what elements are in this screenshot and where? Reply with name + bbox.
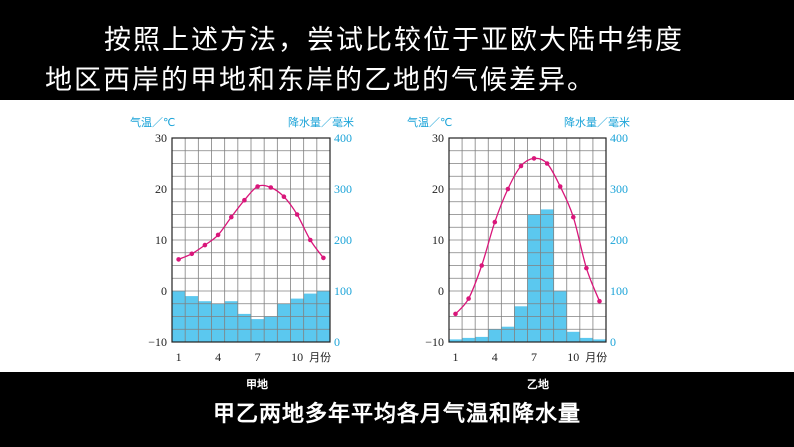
y-left-label-yi: 气温／℃ xyxy=(407,115,452,129)
precip-bar-yi xyxy=(592,339,606,342)
y-left-tick-yi: 0 xyxy=(438,284,444,298)
temperature-point-yi xyxy=(466,296,471,301)
y-right-tick-jia: 200 xyxy=(334,233,352,247)
temperature-point-yi xyxy=(479,263,485,268)
temperature-point-jia xyxy=(215,232,221,238)
temperature-point-yi xyxy=(492,219,498,225)
temperature-point-jia xyxy=(281,194,287,199)
y-left-tick-jia: 10 xyxy=(155,233,167,247)
y-left-tick-jia: 20 xyxy=(155,182,167,196)
y-left-label-jia: 气温／℃ xyxy=(130,115,175,129)
precip-bar-yi xyxy=(566,331,580,342)
temperature-point-yi xyxy=(597,298,602,304)
y-left-tick-yi: 30 xyxy=(432,131,444,145)
chart-caption-jia: 甲地 xyxy=(246,378,268,391)
precip-bar-jia xyxy=(303,293,317,342)
y-right-tick-jia: 100 xyxy=(334,284,352,298)
temperature-point-jia xyxy=(189,251,195,257)
temperature-point-jia xyxy=(294,212,300,217)
temperature-point-jia xyxy=(308,237,313,243)
y-right-label-jia: 降水量／毫米 xyxy=(288,115,354,129)
y-right-tick-jia: 0 xyxy=(334,335,340,349)
plot-frame-jia xyxy=(171,137,331,343)
x-tick-jia: 4 xyxy=(215,350,221,364)
temperature-point-jia xyxy=(268,185,274,190)
x-tick-yi: 7 xyxy=(531,350,537,364)
x-tick-jia: 7 xyxy=(255,350,261,364)
precip-bar-yi xyxy=(514,306,528,342)
heading-line-1: 按照上述方法，尝试比较位于亚欧大陆中纬度 xyxy=(104,25,684,56)
temperature-point-jia xyxy=(176,257,181,262)
x-tick-jia: 10 xyxy=(291,350,303,364)
precip-bar-yi xyxy=(488,329,502,343)
precip-bar-jia xyxy=(237,313,251,342)
y-right-tick-jia: 300 xyxy=(334,182,352,196)
heading: 按照上述方法，尝试比较位于亚欧大陆中纬度 地区西岸的甲地和东岸的乙地的气候差异。 xyxy=(0,0,794,100)
chart-caption-yi: 乙地 xyxy=(527,378,549,391)
temperature-point-yi xyxy=(557,184,563,189)
y-left-tick-yi: 10 xyxy=(432,233,444,247)
y-left-tick-jia: 0 xyxy=(161,284,167,298)
precip-bar-jia xyxy=(185,296,199,342)
temperature-point-yi xyxy=(518,163,524,169)
y-right-tick-yi: 300 xyxy=(610,182,628,196)
plot-frame-yi xyxy=(448,137,607,343)
x-tick-yi: 4 xyxy=(492,350,498,364)
precip-bar-yi xyxy=(475,336,489,342)
x-tick-jia: 1 xyxy=(176,350,182,364)
y-left-tick-jia: −10 xyxy=(148,335,167,349)
heading-line-2: 地区西岸的甲地和东岸的乙地的气候差异。 xyxy=(45,65,596,96)
y-right-tick-yi: 400 xyxy=(610,131,628,145)
precip-bar-yi xyxy=(579,337,593,342)
x-unit-label-jia: 月份 xyxy=(309,351,331,364)
temperature-point-yi xyxy=(584,265,589,271)
temperature-point-yi xyxy=(571,214,576,220)
precip-bar-jia xyxy=(211,303,225,343)
temperature-point-jia xyxy=(321,255,326,261)
precip-bar-jia xyxy=(224,301,238,342)
temperature-point-jia xyxy=(255,184,260,189)
y-left-tick-yi: −10 xyxy=(425,335,444,349)
y-right-tick-yi: 100 xyxy=(610,284,628,298)
temperature-point-jia xyxy=(242,197,247,203)
precip-bar-yi xyxy=(462,337,476,342)
temperature-point-yi xyxy=(505,186,511,192)
temperature-point-yi xyxy=(544,161,550,166)
y-right-label-yi: 降水量／毫米 xyxy=(564,115,630,129)
precip-bar-jia xyxy=(198,301,212,342)
y-right-tick-jia: 400 xyxy=(334,131,352,145)
precip-bar-yi xyxy=(449,339,463,342)
temperature-point-jia xyxy=(229,214,234,220)
precip-bar-yi xyxy=(540,209,554,342)
x-unit-label-yi: 月份 xyxy=(585,351,607,364)
y-right-tick-yi: 200 xyxy=(610,233,628,247)
temperature-line-yi xyxy=(455,157,601,315)
y-left-tick-jia: 30 xyxy=(155,131,167,145)
y-left-tick-yi: 20 xyxy=(432,182,444,196)
temperature-point-yi xyxy=(453,311,458,317)
precip-bar-jia xyxy=(290,298,304,342)
temperature-point-jia xyxy=(202,242,208,248)
precip-bar-jia xyxy=(277,303,291,343)
x-tick-yi: 10 xyxy=(567,350,579,364)
precip-bar-jia xyxy=(251,319,265,342)
y-right-tick-yi: 0 xyxy=(610,335,616,349)
precip-bar-yi xyxy=(501,326,515,342)
bottom-caption: 甲乙两地多年平均各月气温和降水量 xyxy=(212,402,581,427)
x-tick-yi: 1 xyxy=(453,350,459,364)
temperature-point-yi xyxy=(531,156,537,161)
chart-panel xyxy=(0,100,794,372)
